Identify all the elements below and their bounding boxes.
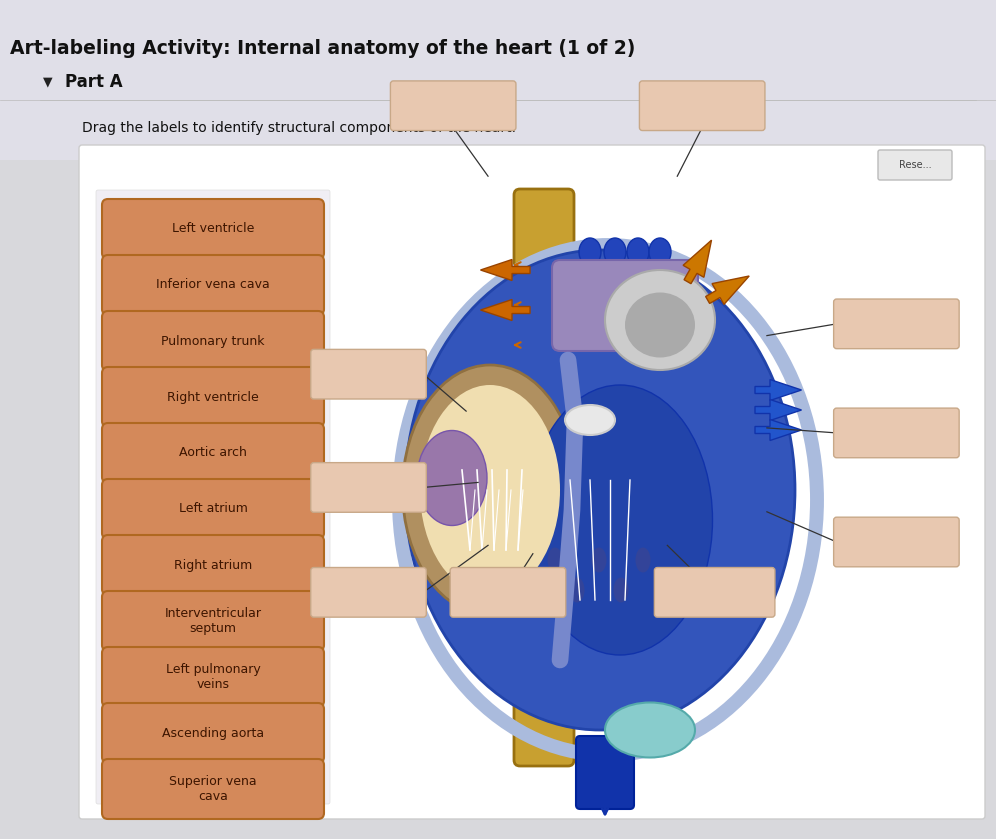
FancyBboxPatch shape bbox=[102, 647, 324, 707]
Text: Left pulmonary
veins: Left pulmonary veins bbox=[165, 663, 260, 691]
Ellipse shape bbox=[605, 270, 715, 370]
FancyBboxPatch shape bbox=[450, 567, 566, 618]
FancyArrow shape bbox=[480, 300, 530, 320]
Text: Pulmonary trunk: Pulmonary trunk bbox=[161, 335, 265, 347]
FancyBboxPatch shape bbox=[834, 299, 959, 349]
FancyBboxPatch shape bbox=[878, 150, 952, 180]
Ellipse shape bbox=[592, 548, 607, 572]
FancyBboxPatch shape bbox=[390, 81, 516, 131]
FancyBboxPatch shape bbox=[834, 517, 959, 567]
Ellipse shape bbox=[417, 430, 487, 525]
Ellipse shape bbox=[405, 250, 795, 730]
Ellipse shape bbox=[625, 293, 695, 357]
Text: Aortic arch: Aortic arch bbox=[179, 446, 247, 460]
FancyBboxPatch shape bbox=[311, 567, 426, 618]
FancyBboxPatch shape bbox=[102, 759, 324, 819]
Text: Art-labeling Activity: Internal anatomy of the heart (1 of 2): Art-labeling Activity: Internal anatomy … bbox=[10, 39, 635, 58]
Text: Left ventricle: Left ventricle bbox=[172, 222, 254, 236]
Bar bbox=[0, 0, 996, 160]
FancyBboxPatch shape bbox=[102, 423, 324, 483]
FancyBboxPatch shape bbox=[834, 408, 959, 458]
Ellipse shape bbox=[565, 405, 615, 435]
FancyArrow shape bbox=[683, 240, 711, 284]
Text: Drag the labels to identify structural components of the heart.: Drag the labels to identify structural c… bbox=[82, 121, 516, 135]
FancyBboxPatch shape bbox=[311, 462, 426, 513]
Text: ▼: ▼ bbox=[43, 76, 53, 88]
FancyBboxPatch shape bbox=[639, 81, 765, 131]
FancyBboxPatch shape bbox=[102, 479, 324, 539]
FancyArrow shape bbox=[480, 259, 530, 280]
FancyBboxPatch shape bbox=[79, 145, 985, 819]
Text: Rese...: Rese... bbox=[898, 160, 931, 170]
Ellipse shape bbox=[420, 385, 560, 595]
FancyBboxPatch shape bbox=[102, 703, 324, 763]
Text: Part A: Part A bbox=[65, 73, 123, 91]
Ellipse shape bbox=[402, 365, 578, 615]
FancyArrow shape bbox=[755, 420, 802, 440]
FancyBboxPatch shape bbox=[311, 349, 426, 399]
Ellipse shape bbox=[570, 577, 585, 602]
Ellipse shape bbox=[604, 238, 626, 266]
FancyArrow shape bbox=[705, 276, 749, 305]
Ellipse shape bbox=[579, 238, 601, 266]
FancyBboxPatch shape bbox=[514, 189, 574, 766]
FancyArrow shape bbox=[755, 379, 802, 400]
FancyBboxPatch shape bbox=[102, 535, 324, 595]
Text: Inferior vena cava: Inferior vena cava bbox=[156, 279, 270, 291]
FancyBboxPatch shape bbox=[102, 255, 324, 315]
Text: Ascending aorta: Ascending aorta bbox=[162, 727, 264, 739]
Ellipse shape bbox=[649, 238, 671, 266]
FancyBboxPatch shape bbox=[102, 311, 324, 371]
FancyBboxPatch shape bbox=[576, 736, 634, 809]
Ellipse shape bbox=[627, 238, 649, 266]
FancyArrow shape bbox=[755, 399, 802, 420]
Text: Right ventricle: Right ventricle bbox=[167, 390, 259, 404]
Text: Left atrium: Left atrium bbox=[178, 503, 247, 515]
Text: Right atrium: Right atrium bbox=[174, 559, 252, 571]
FancyBboxPatch shape bbox=[102, 367, 324, 427]
Text: Superior vena
cava: Superior vena cava bbox=[169, 775, 257, 803]
Ellipse shape bbox=[605, 702, 695, 758]
FancyBboxPatch shape bbox=[552, 260, 698, 351]
FancyBboxPatch shape bbox=[654, 567, 775, 618]
FancyBboxPatch shape bbox=[96, 190, 330, 804]
Ellipse shape bbox=[657, 577, 672, 602]
Ellipse shape bbox=[614, 577, 628, 602]
Ellipse shape bbox=[635, 548, 650, 572]
Text: Interventricular
septum: Interventricular septum bbox=[164, 607, 262, 635]
Ellipse shape bbox=[528, 385, 712, 655]
FancyBboxPatch shape bbox=[102, 591, 324, 651]
FancyBboxPatch shape bbox=[102, 199, 324, 259]
Ellipse shape bbox=[548, 548, 563, 572]
